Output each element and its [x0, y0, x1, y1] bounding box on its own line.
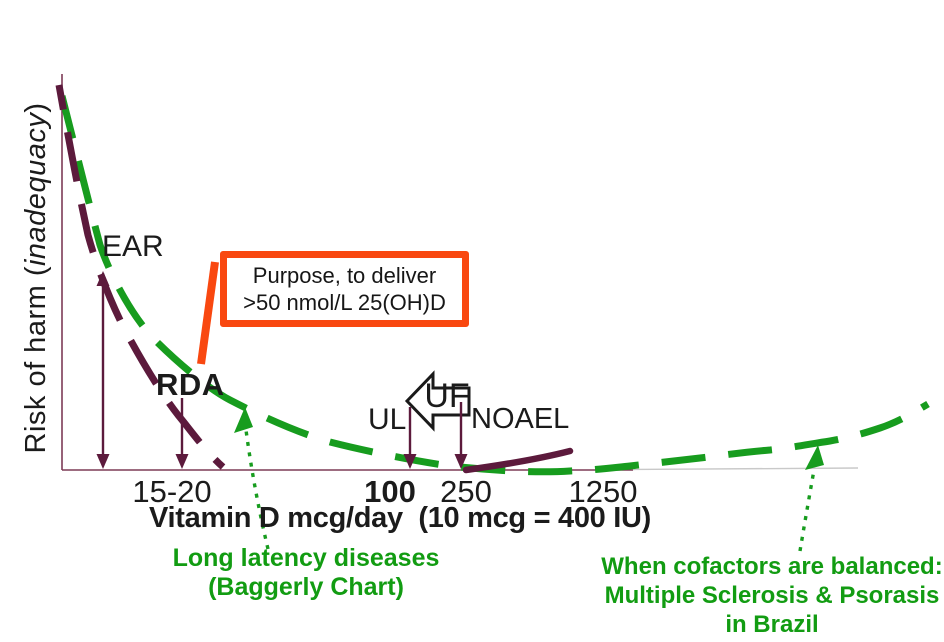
- callout-line-2: >50 nmol/L 25(OH)D: [243, 290, 446, 315]
- cofactors-arrowhead: [805, 445, 824, 470]
- tick-250: 250: [440, 474, 492, 509]
- ear-label: EAR: [102, 230, 164, 263]
- annotation-cofactors-line-1: When cofactors are balanced:: [601, 553, 943, 580]
- callout-line-1: Purpose, to deliver: [252, 263, 437, 288]
- y-axis-label-italic: inadequacy: [20, 112, 52, 267]
- annotation-cofactors-line-2: Multiple Sclerosis & Psorasis: [604, 582, 940, 609]
- annotation-cofactors-line-3: in Brazil: [725, 611, 819, 638]
- ear-arrowhead-up: [96, 271, 110, 286]
- tick-15-20: 15-20: [132, 474, 212, 509]
- y-axis-label-prefix: Risk of harm (: [20, 266, 52, 454]
- uf-block-arrow: [404, 370, 471, 432]
- rda-label: RDA: [156, 367, 225, 402]
- noael-arrowhead: [454, 454, 468, 469]
- callout-box: Purpose, to deliver >50 nmol/L 25(OH)D: [220, 251, 469, 327]
- noael-label: NOAEL: [471, 403, 570, 435]
- maroon-excess-curve: [462, 447, 574, 474]
- rda-arrowhead: [175, 454, 189, 469]
- long-latency-arrowhead: [234, 407, 253, 433]
- x-axis-title: Vitamin D mcg/day (10 mcg = 400 IU): [149, 502, 651, 534]
- y-axis-label: Risk of harm (inadequacy): [20, 73, 54, 483]
- ear-arrowhead-down: [96, 454, 110, 469]
- uf-label: UF: [424, 377, 470, 415]
- tick-1250: 1250: [568, 474, 638, 509]
- annotation-long-latency-line-1: Long latency diseases: [172, 544, 440, 572]
- ul-arrowhead: [403, 454, 417, 469]
- y-axis-label-suffix: ): [20, 102, 52, 113]
- annotation-long-latency: Long latency diseases (Baggerly Chart): [146, 544, 466, 602]
- cofactors-dotted-arrow: [798, 469, 816, 552]
- annotation-cofactors: When cofactors are balanced: Multiple Sc…: [582, 552, 944, 639]
- long-latency-dotted-arrow: [244, 429, 270, 550]
- tick-100: 100: [364, 474, 416, 509]
- maroon-curve: [55, 84, 226, 470]
- ul-label: UL: [368, 403, 407, 436]
- x-axis-extension-line: [632, 467, 859, 471]
- callout-connector-line: [197, 261, 219, 365]
- green-curve: [58, 95, 930, 476]
- annotation-long-latency-line-2: (Baggerly Chart): [208, 573, 404, 601]
